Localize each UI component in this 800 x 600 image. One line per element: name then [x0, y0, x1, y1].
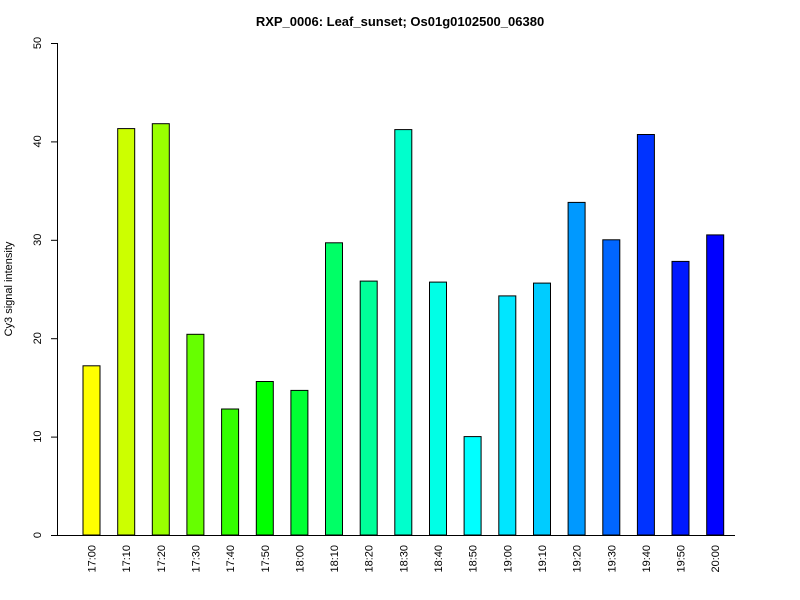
x-tick-label: 17:20: [156, 545, 168, 573]
chart-title: RXP_0006: Leaf_sunset; Os01g0102500_0638…: [256, 14, 544, 29]
bar-1750: [255, 381, 274, 536]
x-axis: 17:00 17:10 17:20 17:30 17:40 17:50 18:00 18:10…: [57, 535, 735, 573]
x-tick-label: 18:40: [433, 545, 445, 573]
y-axis: 0 10 20 30 40 50: [32, 37, 58, 538]
x-tick-label: 18:00: [294, 545, 306, 573]
x-tick-label: 17:50: [260, 545, 272, 573]
y-tick-label: 50: [32, 37, 44, 49]
y-tick-label: 40: [32, 135, 44, 147]
y-tick-label: 20: [32, 332, 44, 344]
bar-1920: [567, 201, 586, 536]
bar-1710: [117, 128, 136, 536]
x-tick-label: 19:00: [502, 545, 514, 573]
x-tick-label: 18:50: [468, 545, 480, 573]
bar-1830: [394, 129, 413, 536]
x-tick-label: 17:10: [121, 545, 133, 573]
bar-1810: [325, 242, 343, 536]
x-tick-label: 18:20: [364, 545, 376, 573]
x-tick-label: 20:00: [710, 545, 722, 573]
bar-1700: [82, 365, 101, 536]
x-tick-label: 17:00: [87, 545, 99, 573]
bar-1940: [636, 134, 655, 536]
bar-1850: [463, 436, 482, 536]
x-tick-label: 18:10: [329, 545, 341, 573]
y-tick-label: 0: [32, 532, 44, 538]
x-tick-label: 19:30: [606, 545, 618, 573]
y-tick-label: 30: [32, 234, 44, 246]
x-tick-label: 17:30: [190, 545, 202, 573]
x-tick-label: 19:40: [641, 545, 653, 573]
bar-1730: [186, 333, 205, 536]
bars-group: [82, 123, 725, 536]
bar-1740: [221, 408, 240, 536]
y-axis-label: Cy3 signal intensity: [3, 241, 15, 336]
x-tick-label: 18:30: [398, 545, 410, 573]
x-tick-label: 19:50: [676, 545, 688, 573]
bar-1800: [290, 389, 309, 536]
bar-1720: [151, 123, 170, 536]
bar-1910: [533, 282, 551, 536]
bar-1820: [359, 280, 378, 536]
bar-1900: [498, 295, 517, 536]
x-tick-label: 17:40: [225, 545, 237, 573]
y-tick-label: 10: [32, 430, 44, 442]
x-tick-label: 19:10: [537, 545, 549, 573]
bar-1950: [671, 260, 690, 536]
x-tick-label: 19:20: [572, 545, 584, 573]
bar-1840: [429, 281, 447, 536]
bar-2000: [706, 234, 725, 536]
bar-1930: [602, 239, 621, 536]
